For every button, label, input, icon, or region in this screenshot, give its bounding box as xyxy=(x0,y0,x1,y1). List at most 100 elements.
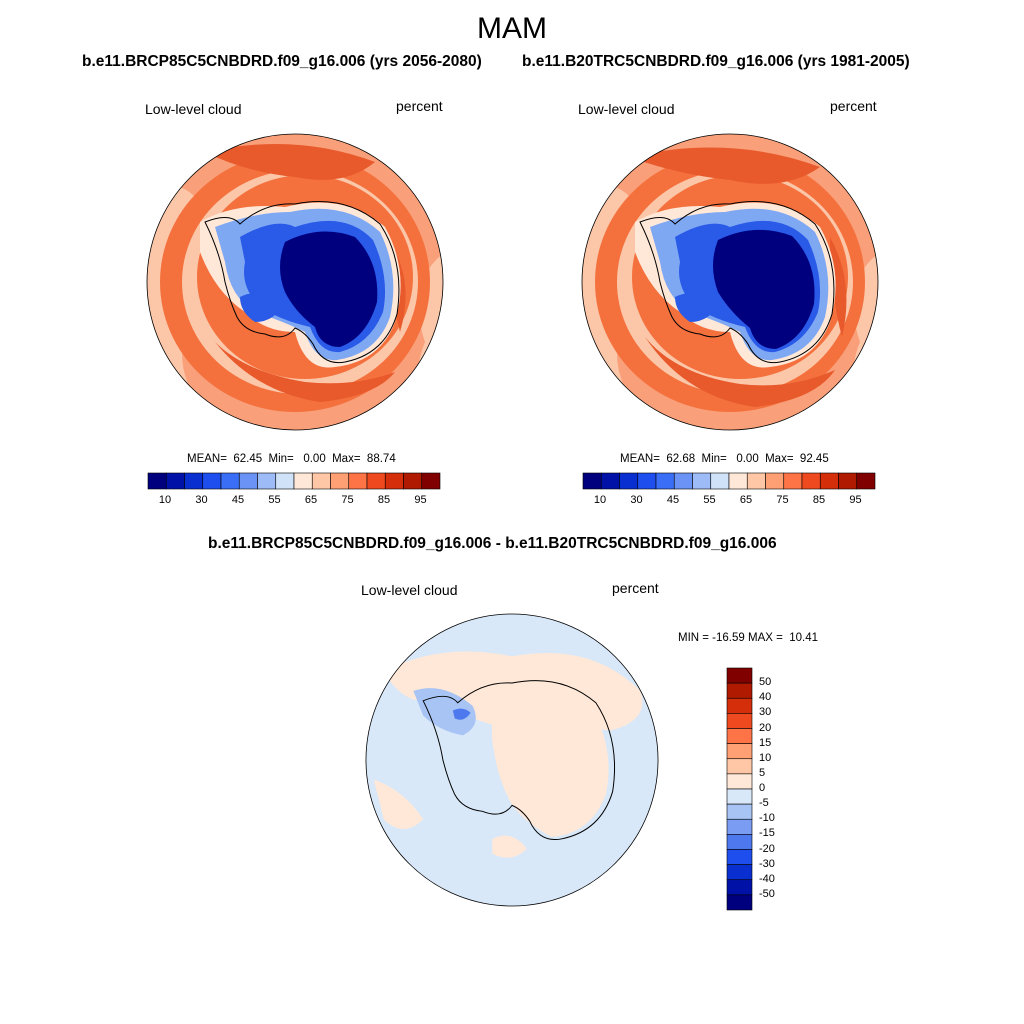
colorbar-swatch xyxy=(257,472,277,490)
high-cloud-south-band xyxy=(215,342,395,402)
diff-colorbar-swatch xyxy=(726,803,753,820)
diff-colorbar-swatch xyxy=(726,682,753,699)
diff-colorbar-tick-label: 10 xyxy=(759,751,772,764)
colorbar-swatch xyxy=(582,472,602,490)
colorbar-swatch xyxy=(184,472,204,490)
diff-colorbar xyxy=(726,667,753,911)
diff-colorbar-tick-label: -15 xyxy=(759,827,775,840)
colorbar-tick-label: 30 xyxy=(195,494,208,506)
diff-positive-continent xyxy=(491,683,609,837)
colorbar-swatch xyxy=(801,472,821,490)
colorbar-swatch xyxy=(673,472,693,490)
panel-1-colorbar xyxy=(147,472,441,490)
panel-1-stats: MEAN= 62.45 Min= 0.00 Max= 88.74 xyxy=(187,453,396,465)
diff-colorbar-swatch xyxy=(726,894,753,911)
colorbar-swatch xyxy=(783,472,803,490)
panel-1-variable-label: Low-level cloud xyxy=(145,101,242,117)
diff-colorbar-tick-label: -10 xyxy=(759,812,775,825)
colorbar-tick-label: 85 xyxy=(812,494,826,506)
diff-colorbar-swatch xyxy=(726,849,753,865)
colorbar-swatch xyxy=(619,472,639,490)
colorbar-tick-label: 75 xyxy=(776,494,789,506)
diff-colorbar-tick-label: 15 xyxy=(759,736,772,749)
colorbar-swatch xyxy=(838,472,858,490)
colorbar-swatch xyxy=(403,472,423,490)
map-boundary-circle xyxy=(146,133,444,431)
colorbar-swatch xyxy=(311,472,331,490)
diff-units-label: percent xyxy=(612,580,659,596)
colorbar-tick-label: 65 xyxy=(304,494,318,506)
colorbar-swatch xyxy=(819,472,839,490)
colorbar-swatch xyxy=(348,472,368,490)
diff-strong-negative-spot xyxy=(452,708,471,720)
diff-colorbar-swatch xyxy=(726,788,753,805)
antarctic-coastline xyxy=(422,680,615,841)
panel-2-stats: MEAN= 62.68 Min= 0.00 Max= 92.45 xyxy=(620,453,829,465)
high-cloud-north-band xyxy=(205,144,375,180)
diff-colorbar-tick-label: 40 xyxy=(759,691,772,704)
colorbar-tick-label: 45 xyxy=(231,494,245,506)
colorbar-swatch xyxy=(710,472,730,490)
diff-colorbar-swatch xyxy=(726,864,753,881)
diff-stats: MIN = -16.59 MAX = 10.41 xyxy=(678,632,818,644)
colorbar-swatch xyxy=(165,472,185,490)
diff-colorbar-tick-label: -30 xyxy=(759,857,775,870)
colorbar-swatch xyxy=(655,472,675,490)
ross-sea-ice xyxy=(675,293,720,322)
panel-2-units-label: percent xyxy=(830,98,877,114)
diff-colorbar-swatch xyxy=(726,758,753,775)
colorbar-swatch xyxy=(330,472,350,490)
diff-positive-west-patch xyxy=(373,779,424,830)
diff-polar-map xyxy=(365,613,659,907)
colorbar-swatch xyxy=(728,472,748,490)
diff-colorbar-swatch xyxy=(726,728,753,744)
diff-colorbar-swatch xyxy=(726,773,753,790)
diff-positive-south-patch xyxy=(492,835,527,858)
diff-colorbar-swatch xyxy=(726,667,753,684)
diff-variable-label: Low-level cloud xyxy=(361,582,458,598)
colorbar-swatch xyxy=(600,472,620,490)
high-cloud-north-band xyxy=(630,147,820,184)
continent-ice-core xyxy=(713,229,815,349)
panel-2-colorbar xyxy=(582,472,876,490)
diff-colorbar-swatch xyxy=(726,879,753,896)
colorbar-swatch xyxy=(238,472,258,490)
ross-sea-ice xyxy=(240,293,285,322)
diff-colorbar-tick-label: 20 xyxy=(759,721,772,734)
colorbar-swatch xyxy=(384,472,404,490)
colorbar-swatch xyxy=(746,472,766,490)
colorbar-tick-label: 30 xyxy=(630,494,643,506)
diff-colorbar-tick-label: -5 xyxy=(759,797,769,810)
high-cloud-east-patch xyxy=(830,237,847,337)
colorbar-tick-label: 55 xyxy=(268,494,281,506)
diff-colorbar-swatch xyxy=(726,697,753,714)
colorbar-tick-label: 10 xyxy=(593,494,607,506)
colorbar-swatch xyxy=(275,472,295,490)
diff-colorbar-tick-label: -40 xyxy=(759,872,775,885)
diff-colorbar-swatch xyxy=(726,818,753,835)
panel-2-polar-map xyxy=(581,133,879,431)
map-boundary-circle xyxy=(365,613,659,907)
colorbar-tick-label: 55 xyxy=(703,494,716,506)
diff-colorbar-tick-label: -20 xyxy=(759,842,775,855)
colorbar-swatch xyxy=(202,472,222,490)
antarctic-coastline xyxy=(204,201,400,364)
colorbar-swatch xyxy=(765,472,785,490)
panel-2-case-title: b.e11.B20TRC5CNBDRD.f09_g16.006 (yrs 198… xyxy=(522,53,910,70)
diff-colorbar-tick-label: 0 xyxy=(759,782,766,794)
diff-colorbar-swatch xyxy=(726,743,753,760)
diff-title: b.e11.BRCP85C5CNBDRD.f09_g16.006 - b.e11… xyxy=(208,535,777,552)
diff-colorbar-swatch xyxy=(726,713,753,729)
panel-1-polar-map xyxy=(146,133,444,431)
antarctic-coastline xyxy=(639,201,835,364)
season-title: MAM xyxy=(477,12,547,45)
diff-colorbar-tick-label: 50 xyxy=(759,676,772,689)
colorbar-swatch xyxy=(147,472,167,490)
colorbar-tick-label: 85 xyxy=(377,494,391,506)
colorbar-tick-label: 45 xyxy=(666,494,680,506)
colorbar-tick-label: 10 xyxy=(158,494,172,506)
diff-negative-peninsula xyxy=(413,688,476,736)
panel-1-units-label: percent xyxy=(396,98,443,114)
continent-ice-core xyxy=(280,231,378,347)
colorbar-swatch xyxy=(421,472,441,490)
